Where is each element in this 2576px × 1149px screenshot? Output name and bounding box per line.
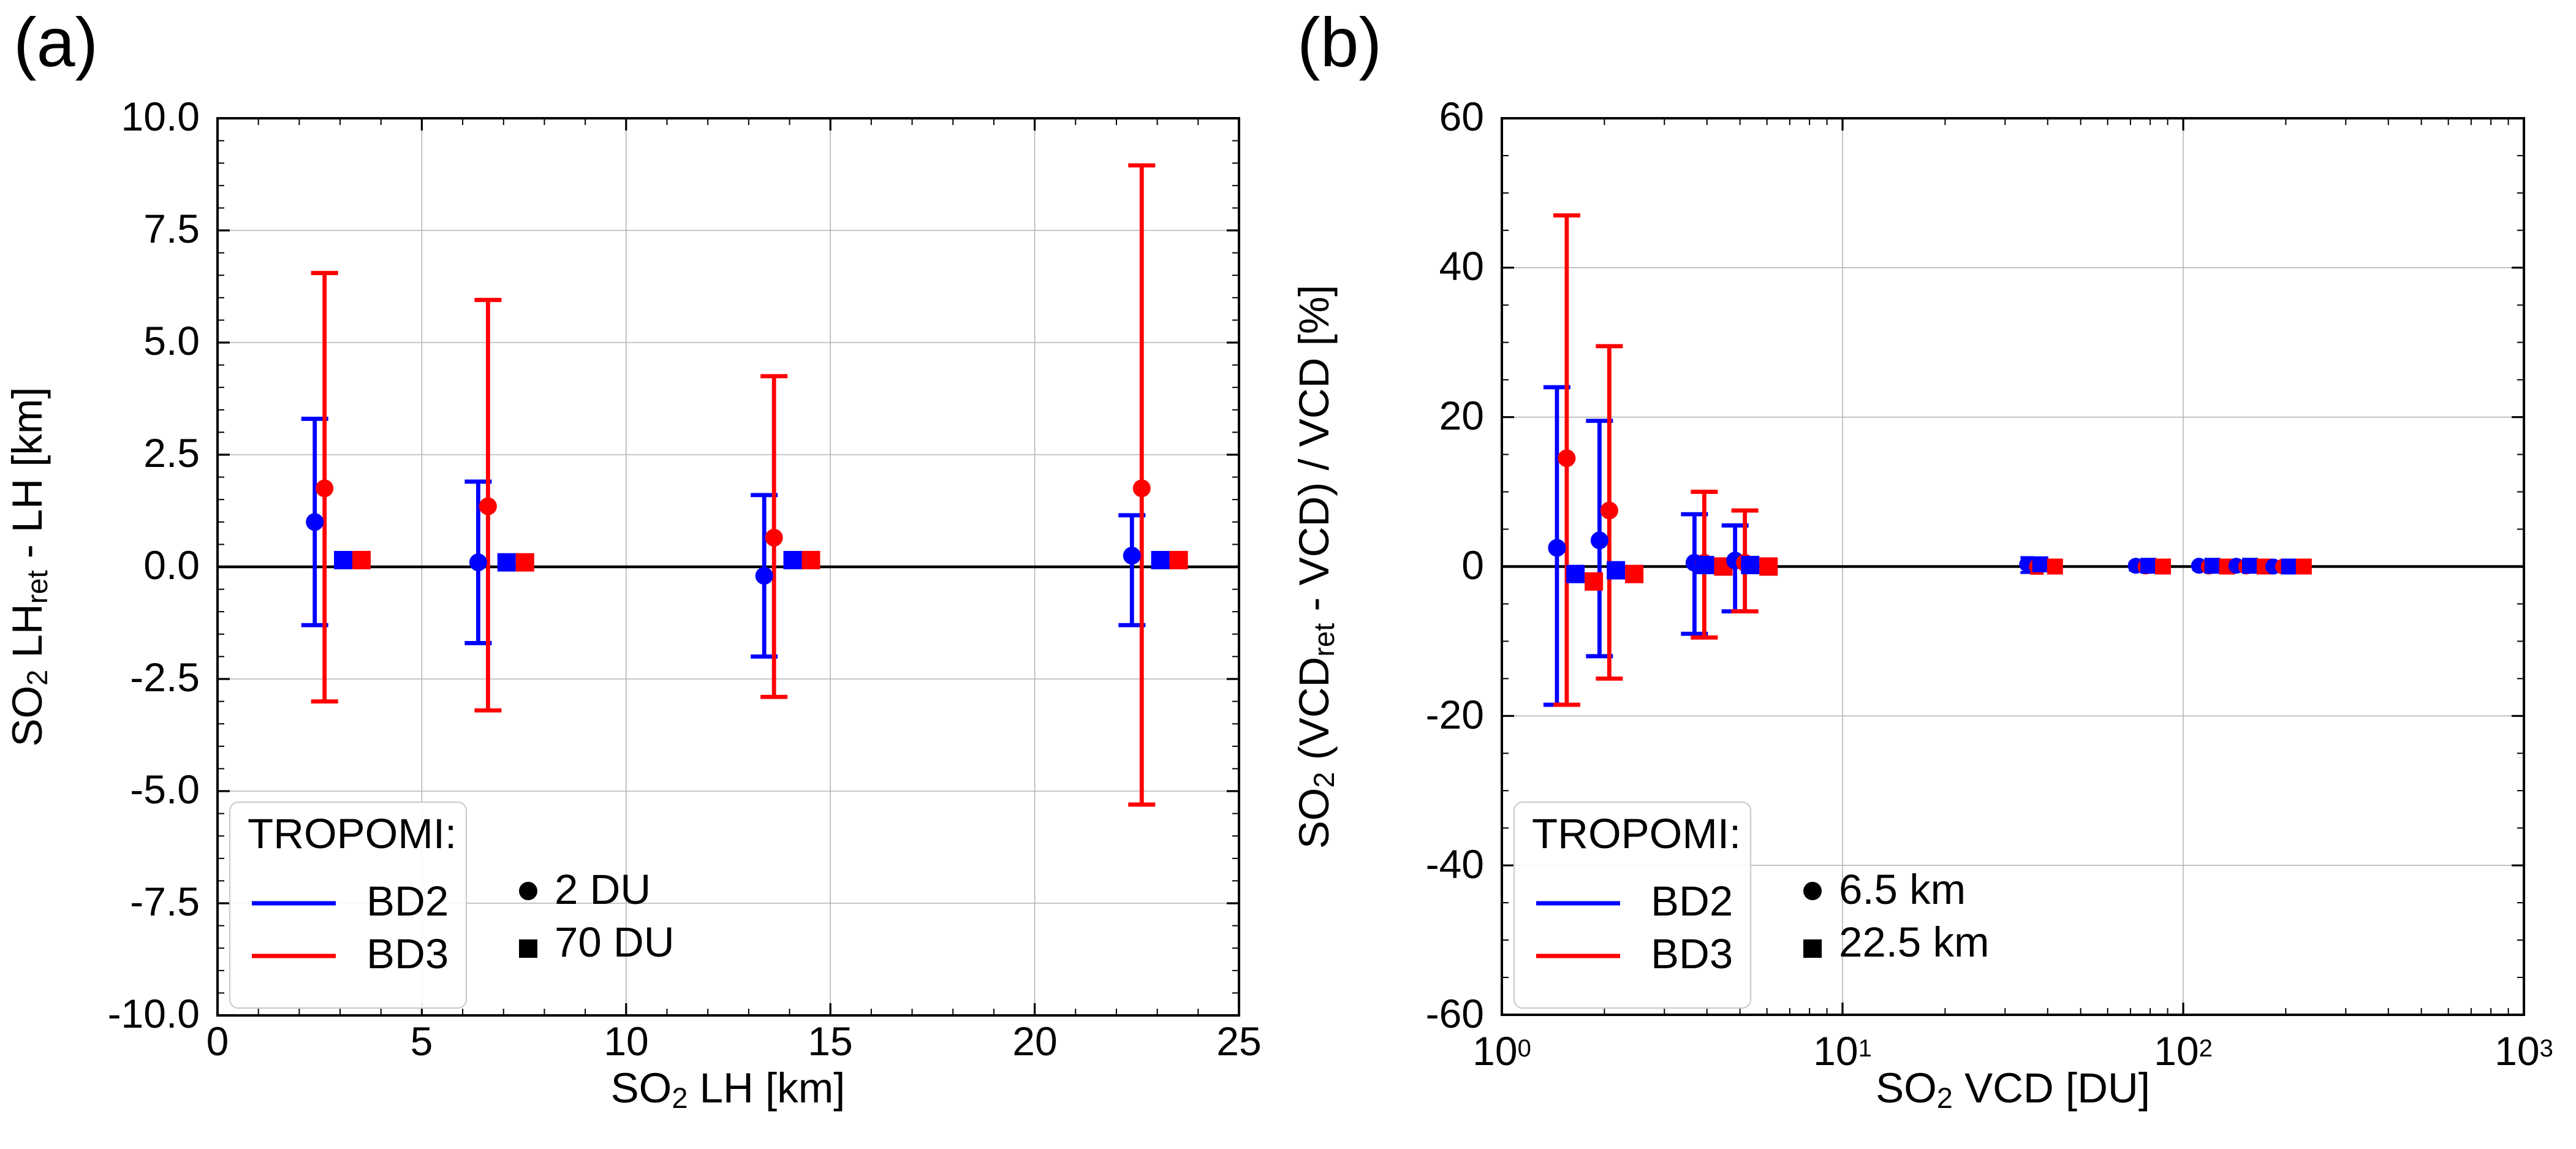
svg-text:-7.5: -7.5	[130, 879, 200, 924]
svg-text:(a): (a)	[13, 4, 98, 81]
svg-text:0: 0	[1461, 542, 1484, 588]
svg-text:-10.0: -10.0	[108, 991, 200, 1036]
svg-text:0.0: 0.0	[143, 542, 200, 588]
svg-text:-2.5: -2.5	[130, 654, 200, 700]
svg-text:40: 40	[1439, 243, 1484, 289]
svg-text:70 DU: 70 DU	[555, 919, 675, 966]
svg-text:(b): (b)	[1297, 4, 1382, 81]
svg-text:-40: -40	[1426, 841, 1484, 887]
svg-text:2.5: 2.5	[143, 430, 200, 476]
svg-text:-5.0: -5.0	[130, 767, 200, 812]
svg-text:BD2: BD2	[366, 878, 449, 925]
svg-text:5: 5	[411, 1018, 433, 1064]
svg-text:25: 25	[1216, 1018, 1261, 1064]
svg-text:BD3: BD3	[1651, 930, 1733, 977]
svg-text:SO2 (VCDret - VCD) / VCD [%]: SO2 (VCDret - VCD) / VCD [%]	[1290, 285, 1340, 849]
svg-text:2 DU: 2 DU	[555, 866, 651, 913]
svg-text:SO2 VCD [DU]: SO2 VCD [DU]	[1876, 1064, 2150, 1114]
svg-text:5.0: 5.0	[143, 318, 200, 363]
svg-text:10.0: 10.0	[121, 94, 200, 139]
svg-text:60: 60	[1439, 94, 1484, 139]
svg-text:TROPOMI:: TROPOMI:	[1532, 810, 1741, 857]
svg-text:0: 0	[206, 1018, 229, 1064]
svg-text:22.5 km: 22.5 km	[1839, 919, 1989, 966]
svg-text:BD3: BD3	[366, 930, 449, 977]
svg-text:15: 15	[808, 1018, 852, 1064]
svg-text:BD2: BD2	[1651, 878, 1733, 925]
svg-text:7.5: 7.5	[143, 206, 200, 251]
svg-text:SO2 LH [km]: SO2 LH [km]	[611, 1064, 846, 1114]
svg-text:20: 20	[1012, 1018, 1057, 1064]
svg-text:SO2 LHret - LH [km]: SO2 LHret - LH [km]	[4, 387, 53, 746]
svg-text:10: 10	[604, 1018, 648, 1064]
svg-text:6.5 km: 6.5 km	[1839, 866, 1966, 913]
svg-text:-60: -60	[1426, 991, 1484, 1036]
svg-text:TROPOMI:: TROPOMI:	[248, 810, 456, 857]
svg-text:20: 20	[1439, 393, 1484, 438]
svg-text:-20: -20	[1426, 692, 1484, 737]
